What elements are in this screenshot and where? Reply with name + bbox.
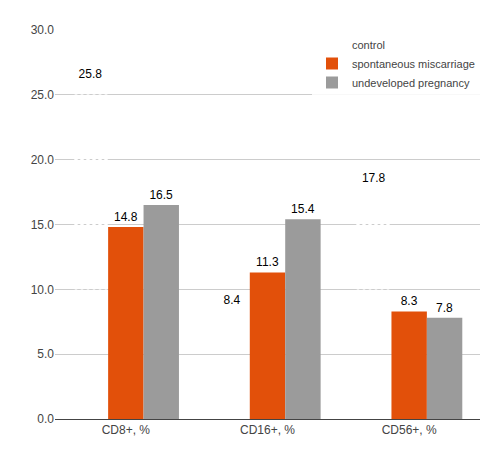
svg-text:7.8: 7.8 [436,301,453,315]
svg-text:5.0: 5.0 [37,347,54,361]
svg-text:CD16+, %: CD16+, % [240,423,295,437]
svg-text:10.0: 10.0 [31,283,55,297]
svg-text:11.3: 11.3 [256,255,279,269]
svg-text:8.3: 8.3 [401,294,418,308]
svg-text:15.4: 15.4 [291,202,315,216]
svg-text:spontaneous miscarriage: spontaneous miscarriage [352,58,475,70]
svg-text:30.0: 30.0 [31,23,55,37]
svg-text:25.0: 25.0 [31,88,55,102]
svg-text:14.8: 14.8 [114,210,138,224]
svg-text:20.0: 20.0 [31,153,55,167]
svg-text:CD8+, %: CD8+, % [102,423,151,437]
svg-text:CD56+, %: CD56+, % [382,423,437,437]
svg-text:undeveloped pregnancy: undeveloped pregnancy [352,77,470,89]
svg-text:17.8: 17.8 [362,171,386,185]
svg-text:8.4: 8.4 [224,293,241,307]
svg-text:16.5: 16.5 [149,188,173,202]
svg-text:15.0: 15.0 [31,218,55,232]
svg-text:25.8: 25.8 [79,67,103,81]
svg-text:0.0: 0.0 [37,412,54,426]
svg-text:control: control [352,39,385,51]
